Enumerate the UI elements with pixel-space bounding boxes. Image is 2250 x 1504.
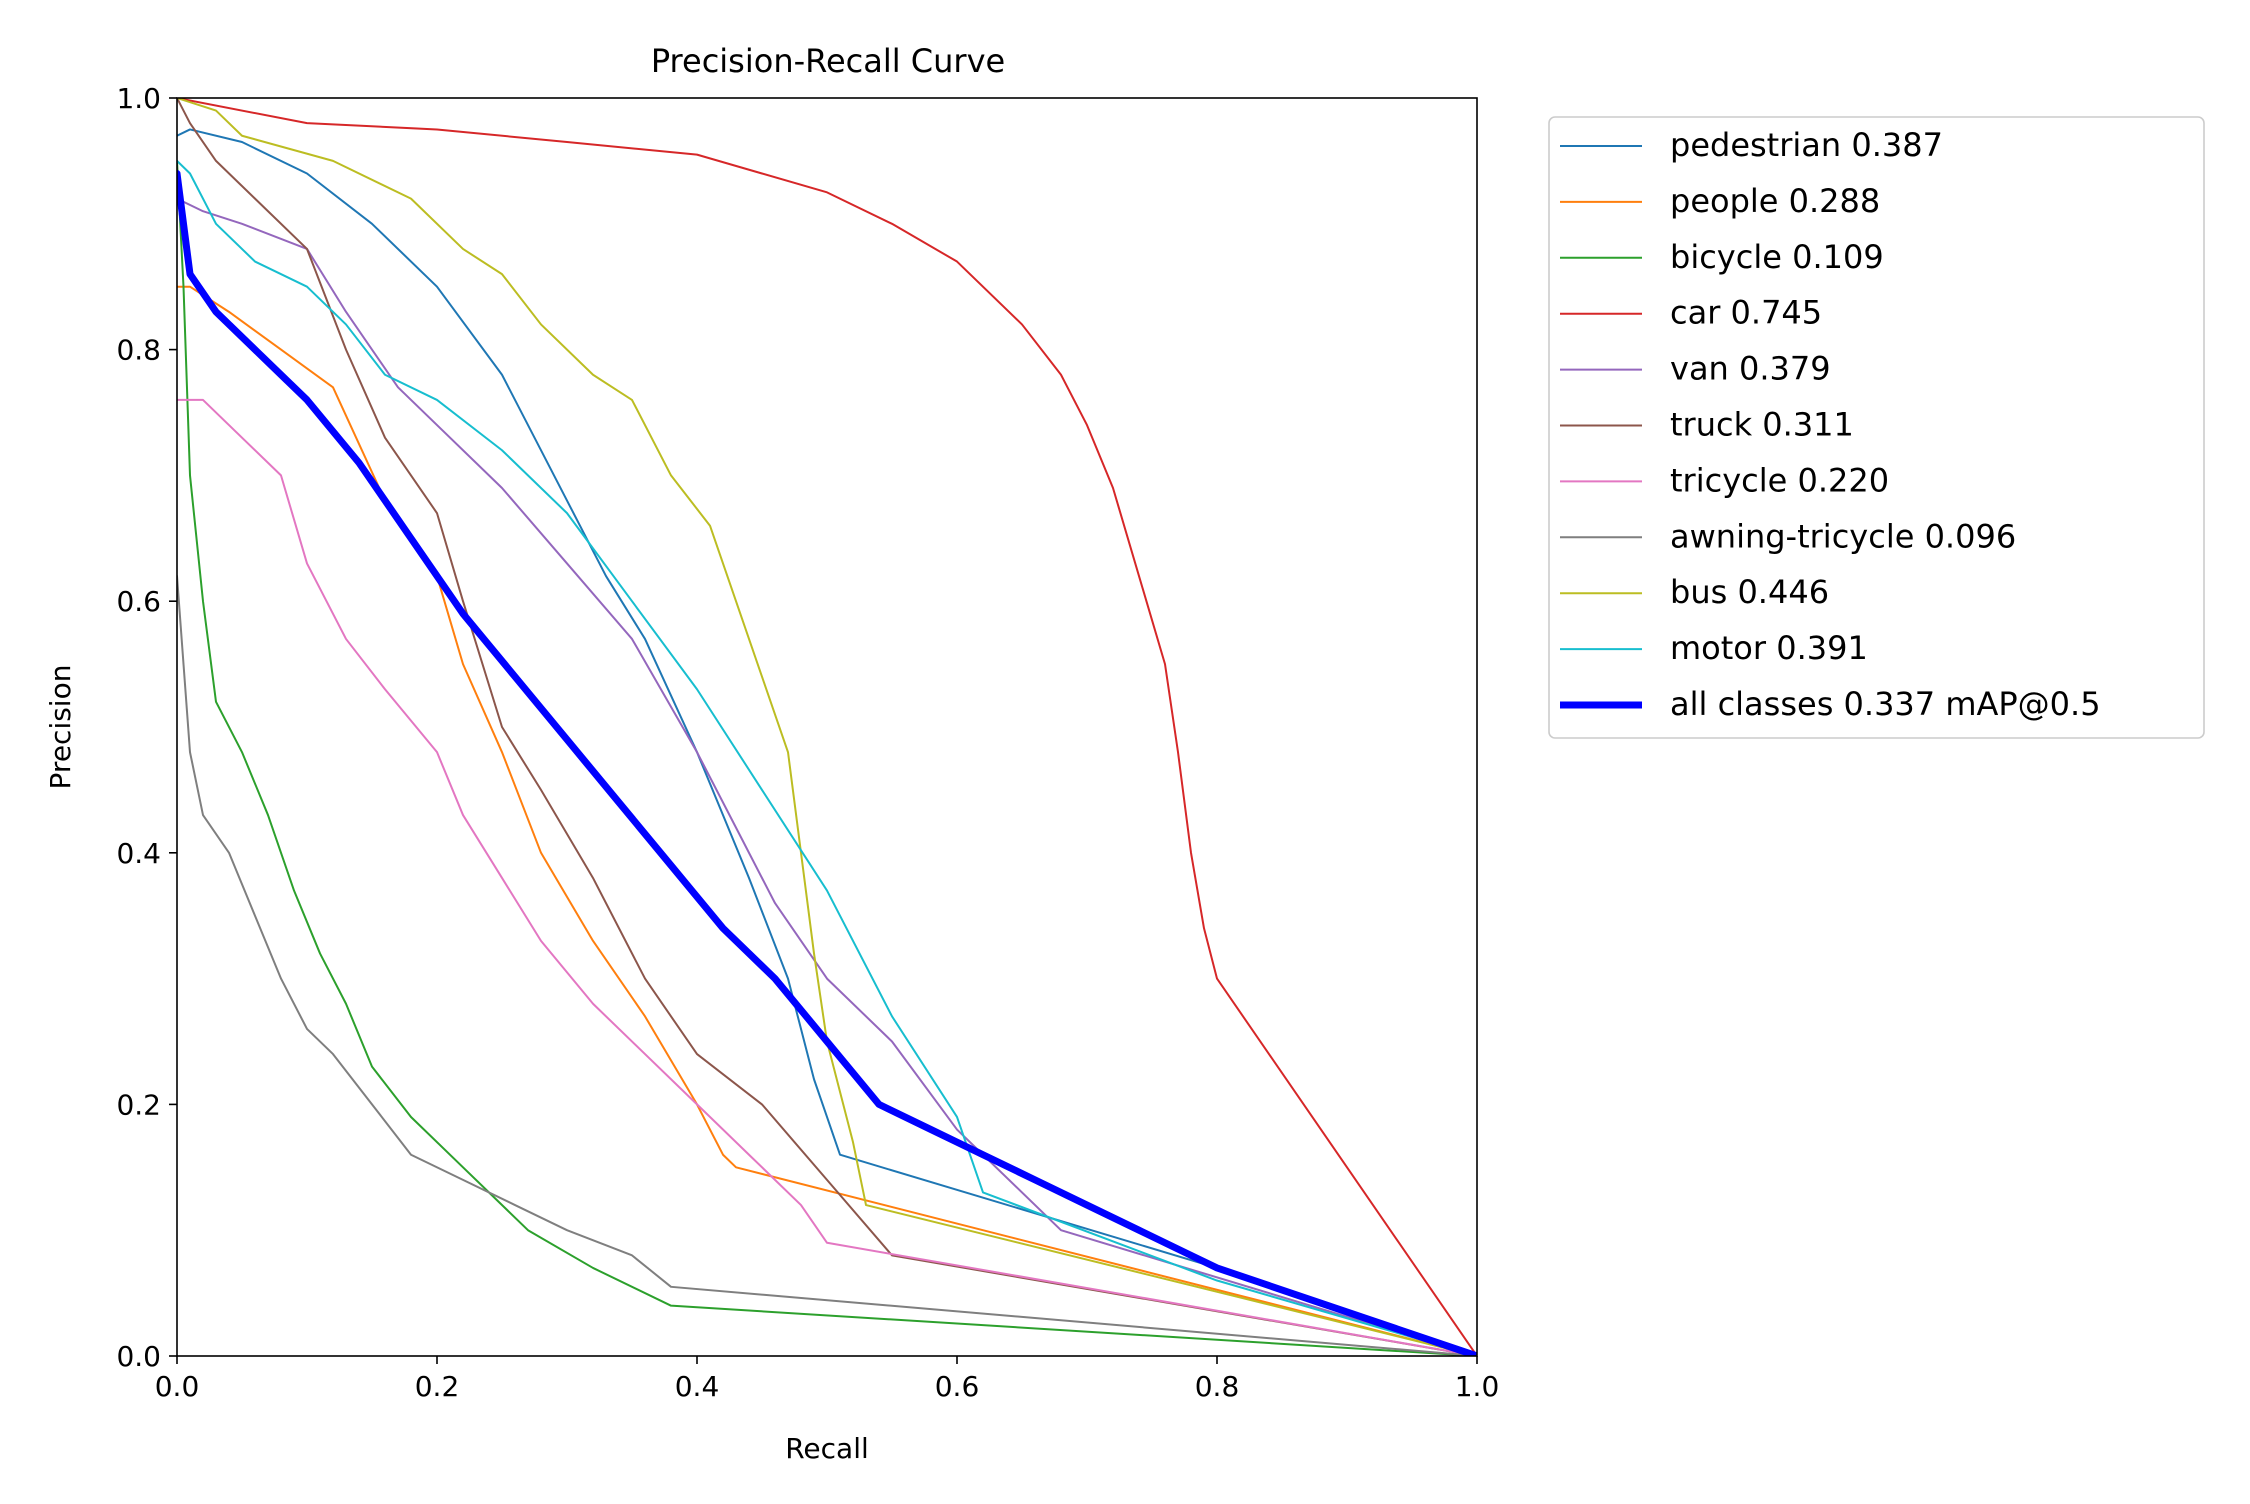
chart-title: Precision-Recall Curve — [651, 42, 1005, 80]
series-line-van — [177, 197, 1477, 1356]
legend-item: all classes 0.337 mAP@0.5 — [1560, 685, 2101, 723]
legend-label: bus 0.446 — [1670, 573, 1829, 611]
series-line-bus — [177, 98, 1477, 1356]
x-tick-label: 0.4 — [675, 1370, 720, 1403]
y-tick-label: 1.0 — [116, 82, 161, 115]
series-line-all-classes — [177, 169, 1477, 1356]
legend-item: van 0.379 — [1560, 350, 1831, 388]
y-tick-label: 0.4 — [116, 837, 161, 870]
legend-label: bicycle 0.109 — [1670, 238, 1884, 276]
legend-label: pedestrian 0.387 — [1670, 126, 1943, 164]
legend-items: pedestrian 0.387 people 0.288 bicycle 0.10… — [1560, 126, 2101, 723]
legend-item: car 0.745 — [1560, 294, 1822, 332]
series-line-motor — [177, 159, 1477, 1356]
plot-area — [176, 97, 1478, 1357]
legend-box — [1548, 116, 2205, 739]
series-line-awning-tricycle — [177, 575, 1477, 1356]
legend-label: all classes 0.337 mAP@0.5 — [1670, 685, 2101, 723]
series-line-tricycle — [177, 398, 1477, 1356]
legend-item: tricycle 0.220 — [1560, 461, 1889, 499]
y-axis: 0.0 0.2 0.4 0.6 0.8 1.0 — [116, 82, 177, 1373]
x-tick-label: 0.2 — [415, 1370, 460, 1403]
legend-item: awning-tricycle 0.096 — [1560, 517, 2016, 555]
series-line-bicycle — [177, 159, 1477, 1356]
legend-label: van 0.379 — [1670, 350, 1831, 388]
series-line-people — [177, 285, 1477, 1356]
x-tick-label: 0.8 — [1195, 1370, 1240, 1403]
y-axis-label: Precision — [44, 665, 77, 790]
legend-item: pedestrian 0.387 — [1560, 126, 1943, 164]
legend-item: bicycle 0.109 — [1560, 238, 1884, 276]
series-line-pedestrian — [177, 128, 1477, 1356]
series-layer — [177, 98, 1477, 1356]
legend-item: motor 0.391 — [1560, 629, 1868, 667]
x-tick-label: 0.6 — [935, 1370, 980, 1403]
plot-frame — [176, 97, 1478, 1357]
legend-item: people 0.288 — [1560, 182, 1880, 220]
x-axis: 0.0 0.2 0.4 0.6 0.8 1.0 — [155, 1356, 1500, 1403]
legend-label: motor 0.391 — [1670, 629, 1868, 667]
y-tick-label: 0.6 — [116, 585, 161, 618]
series-line-car — [177, 98, 1477, 1356]
legend-label: people 0.288 — [1670, 182, 1880, 220]
legend-label: car 0.745 — [1670, 294, 1822, 332]
y-tick-label: 0.0 — [116, 1340, 161, 1373]
y-tick-label: 0.8 — [116, 334, 161, 367]
legend-item: truck 0.311 — [1560, 406, 1854, 444]
plot-background — [177, 98, 1477, 1356]
legend: pedestrian 0.387 people 0.288 bicycle 0.10… — [1548, 116, 2205, 739]
legend-label: awning-tricycle 0.096 — [1670, 517, 2016, 555]
x-axis-label: Recall — [785, 1432, 869, 1465]
x-tick-label: 1.0 — [1455, 1370, 1500, 1403]
x-tick-label: 0.0 — [155, 1370, 200, 1403]
series-line-truck — [177, 98, 1477, 1356]
legend-label: tricycle 0.220 — [1670, 461, 1889, 499]
legend-item: bus 0.446 — [1560, 573, 1829, 611]
legend-label: truck 0.311 — [1670, 406, 1854, 444]
y-tick-label: 0.2 — [116, 1088, 161, 1121]
